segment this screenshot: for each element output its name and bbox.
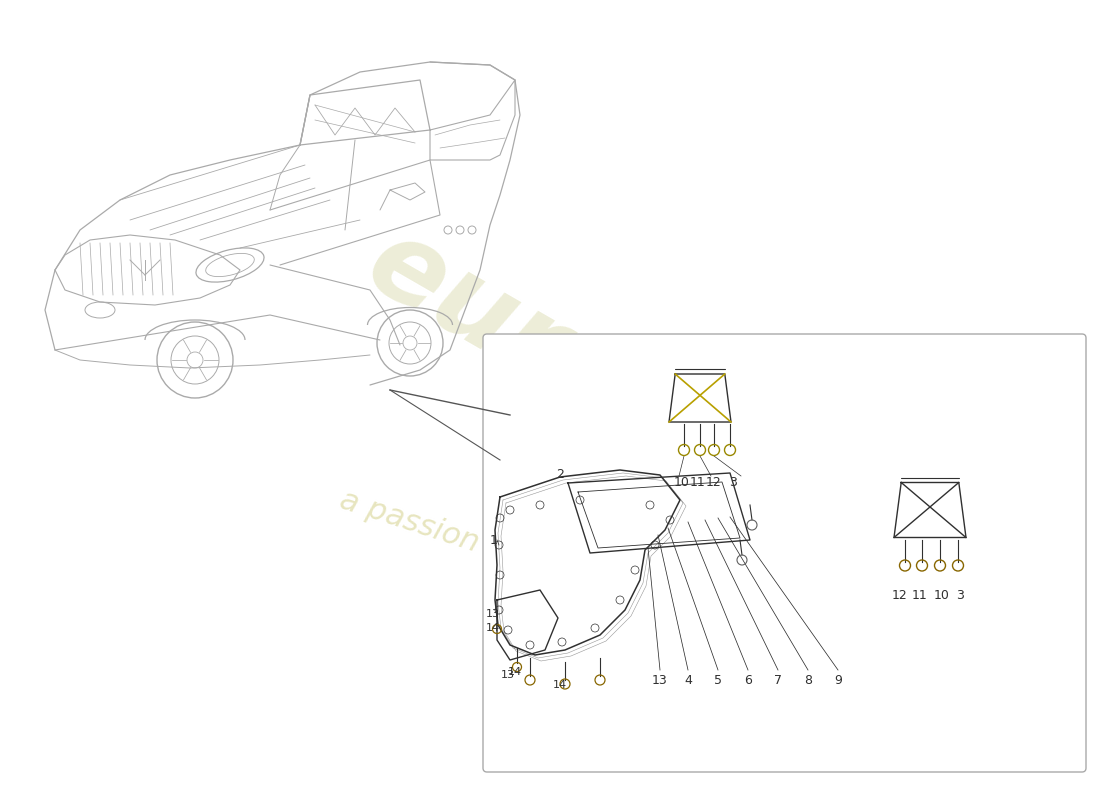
Text: 7: 7: [774, 674, 782, 686]
Text: 2: 2: [557, 469, 564, 482]
Text: 12: 12: [706, 475, 722, 489]
Text: 6: 6: [744, 674, 752, 686]
Text: 9: 9: [834, 674, 842, 686]
Text: 3: 3: [729, 475, 737, 489]
Text: 3: 3: [956, 589, 964, 602]
Text: 8: 8: [804, 674, 812, 686]
Text: eurospares: eurospares: [349, 208, 1011, 652]
Text: 12: 12: [892, 589, 907, 602]
FancyBboxPatch shape: [483, 334, 1086, 772]
Text: 10: 10: [674, 475, 690, 489]
Text: 5: 5: [714, 674, 722, 686]
Text: 13: 13: [500, 670, 515, 680]
Text: 13: 13: [652, 674, 668, 686]
Text: 14: 14: [508, 667, 522, 677]
Text: a passion for parts since 1985: a passion for parts since 1985: [337, 485, 783, 655]
Text: 1: 1: [491, 534, 498, 546]
Text: 13: 13: [486, 609, 500, 619]
Text: 14: 14: [486, 623, 500, 633]
Text: 11: 11: [912, 589, 928, 602]
Text: 14: 14: [553, 680, 568, 690]
Text: 10: 10: [934, 589, 950, 602]
Text: 4: 4: [684, 674, 692, 686]
Text: 11: 11: [690, 475, 706, 489]
